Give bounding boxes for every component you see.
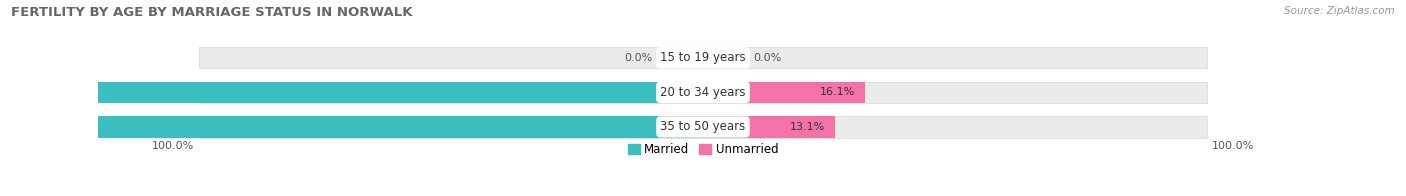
Legend: Married, Unmarried: Married, Unmarried (628, 143, 778, 156)
Bar (200, 47, 1206, 68)
Bar (0, 82, 703, 103)
Bar (200, 82, 1206, 103)
Text: 16.1%: 16.1% (820, 87, 855, 97)
Text: 0.0%: 0.0% (624, 53, 652, 63)
Bar (703, 82, 865, 103)
Bar (200, 116, 1206, 138)
Text: 20 to 34 years: 20 to 34 years (661, 86, 745, 99)
Text: 15 to 19 years: 15 to 19 years (661, 51, 745, 64)
Text: 0.0%: 0.0% (754, 53, 782, 63)
Text: 13.1%: 13.1% (790, 122, 825, 132)
Text: FERTILITY BY AGE BY MARRIAGE STATUS IN NORWALK: FERTILITY BY AGE BY MARRIAGE STATUS IN N… (11, 6, 413, 19)
Text: 100.0%: 100.0% (152, 141, 194, 151)
Bar (703, 116, 835, 138)
Text: 35 to 50 years: 35 to 50 years (661, 120, 745, 133)
Bar (0, 116, 703, 138)
Text: 100.0%: 100.0% (1212, 141, 1254, 151)
Text: Source: ZipAtlas.com: Source: ZipAtlas.com (1284, 6, 1395, 16)
